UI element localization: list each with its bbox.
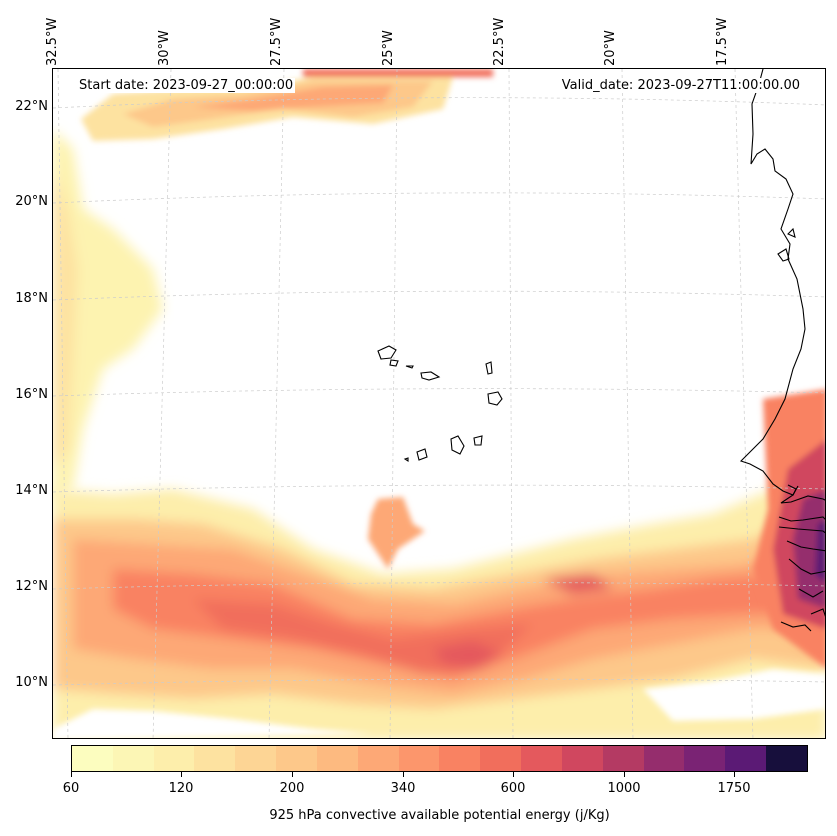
- colorbar-cell: [112, 746, 154, 771]
- colorbar-tick: [71, 772, 72, 777]
- colorbar-cell: [602, 746, 644, 771]
- colorbar-cell: [643, 746, 685, 771]
- colorbar-tick: [513, 772, 514, 777]
- map-area: [52, 68, 826, 739]
- colorbar-cell: [276, 746, 317, 771]
- colorbar-cell: [72, 746, 113, 771]
- lat-label: 20°N: [15, 194, 48, 209]
- colorbar-label: 1000: [607, 781, 641, 796]
- start-date-text: Start date: 2023-09-27_00:00:00: [77, 78, 296, 93]
- colorbar-cell: [153, 746, 195, 771]
- lon-label: 27.5°W: [269, 17, 284, 66]
- lat-label: 18°N: [15, 291, 48, 306]
- colorbar-cell: [480, 746, 522, 771]
- colorbar-cell: [316, 746, 358, 771]
- colorbar-cell: [725, 746, 767, 771]
- valid-date-text: Valid_date: 2023-09-27T11:00:00.00: [559, 78, 802, 93]
- colorbar-cell: [357, 746, 399, 771]
- lat-label: 10°N: [15, 675, 48, 690]
- lon-label: 25°W: [381, 30, 396, 66]
- colorbar-cell: [194, 746, 236, 771]
- lon-label: 17.5°W: [715, 17, 730, 66]
- lat-label: 14°N: [15, 483, 48, 498]
- colorbar-cell: [439, 746, 481, 771]
- lat-label: 16°N: [15, 387, 48, 402]
- colorbar-tick: [734, 772, 735, 777]
- cape-shading: [53, 69, 825, 738]
- colorbar-cell: [235, 746, 277, 771]
- colorbar-cell: [766, 746, 807, 771]
- colorbar-label: 200: [279, 781, 305, 796]
- lon-label: 22.5°W: [492, 17, 507, 66]
- lon-label: 20°W: [603, 30, 618, 66]
- colorbar-label: 340: [390, 781, 416, 796]
- graticule: [53, 69, 825, 738]
- cape-verde-islands: [377, 345, 503, 463]
- colorbar-cell: [684, 746, 726, 771]
- colorbar-label: 600: [500, 781, 526, 796]
- lat-label: 12°N: [15, 579, 48, 594]
- lon-label: 30°W: [157, 30, 172, 66]
- colorbar: [71, 745, 808, 772]
- lat-label: 22°N: [15, 99, 48, 114]
- colorbar-tick: [403, 772, 404, 777]
- colorbar-cell: [561, 746, 603, 771]
- coastline-west-africa: [739, 69, 825, 632]
- colorbar-title: 925 hPa convective available potential e…: [269, 808, 610, 823]
- colorbar-label: 1750: [717, 781, 751, 796]
- lon-label: 32.5°W: [45, 17, 60, 66]
- colorbar-tick: [181, 772, 182, 777]
- colorbar-cell: [521, 746, 562, 771]
- colorbar-tick: [624, 772, 625, 777]
- colorbar-cell: [398, 746, 440, 771]
- cape-map: [53, 69, 825, 738]
- colorbar-label: 120: [168, 781, 194, 796]
- colorbar-label: 60: [62, 781, 80, 796]
- colorbar-tick: [292, 772, 293, 777]
